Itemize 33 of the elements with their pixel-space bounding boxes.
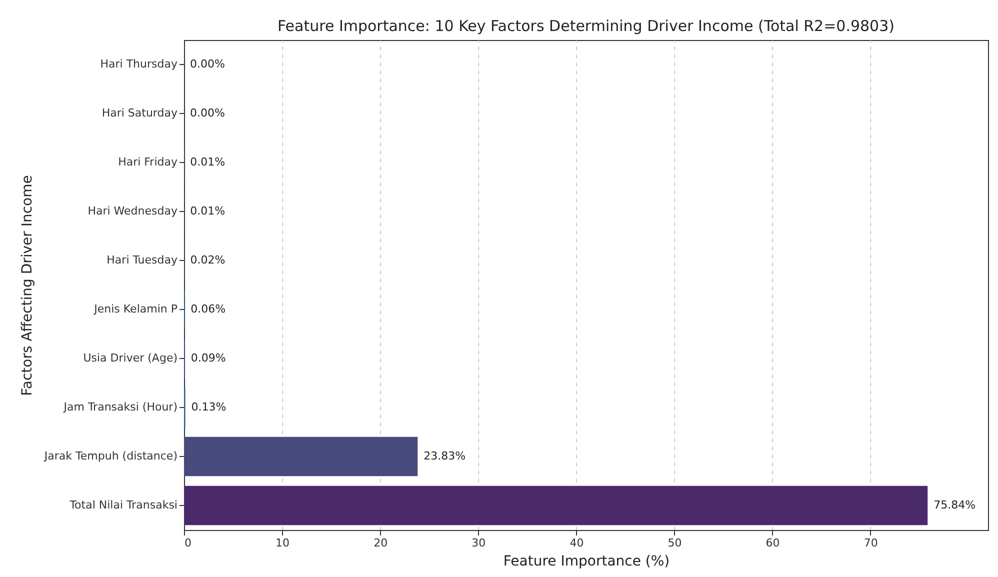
y-tick-label: Hari Saturday <box>102 106 178 120</box>
y-tick-label: Hari Tuesday <box>106 254 178 266</box>
data-label: 0.06% <box>190 302 226 316</box>
data-label: 0.00% <box>190 58 225 70</box>
x-tick-label: 70 <box>864 536 878 550</box>
y-tick-label: Jenis Kelamin P <box>93 302 178 316</box>
data-label: 0.01% <box>190 204 226 218</box>
x-tick-label: 60 <box>766 536 780 550</box>
x-tick-label: 20 <box>374 536 388 550</box>
y-tick-label: Hari Thursday <box>100 58 178 70</box>
y-tick-label: Total Nilai Transaksi <box>68 498 178 512</box>
x-axis-title: Feature Importance (%) <box>503 554 670 570</box>
bar <box>184 436 418 476</box>
x-tick-label: 40 <box>570 536 584 550</box>
data-label: 0.02% <box>190 254 226 266</box>
data-label: 0.09% <box>190 352 226 364</box>
x-tick-label: 50 <box>668 536 682 550</box>
x-tick-label: 0 <box>184 536 192 550</box>
data-label: 0.01% <box>190 156 226 168</box>
chart-title: Feature Importance: 10 Key Factors Determining Driver Income (Total R2=0.9803) <box>278 17 894 35</box>
data-label: 75.84% <box>934 498 976 512</box>
data-label: 23.83% <box>424 450 466 462</box>
y-axis-title: Factors Affecting Driver Income <box>19 175 36 396</box>
x-tick-label: 30 <box>472 536 486 550</box>
y-tick-label: Jarak Tempuh (distance) <box>43 450 178 462</box>
y-tick-label: Jam Transaksi (Hour) <box>62 400 178 414</box>
data-label: 0.13% <box>191 400 226 414</box>
y-tick-label: Hari Wednesday <box>88 204 178 218</box>
data-label: 0.00% <box>190 106 225 120</box>
bar <box>184 486 928 526</box>
x-tick-label: 10 <box>276 536 290 550</box>
y-tick-label: Usia Driver (Age) <box>83 352 178 364</box>
y-tick-label: Hari Friday <box>118 156 178 168</box>
